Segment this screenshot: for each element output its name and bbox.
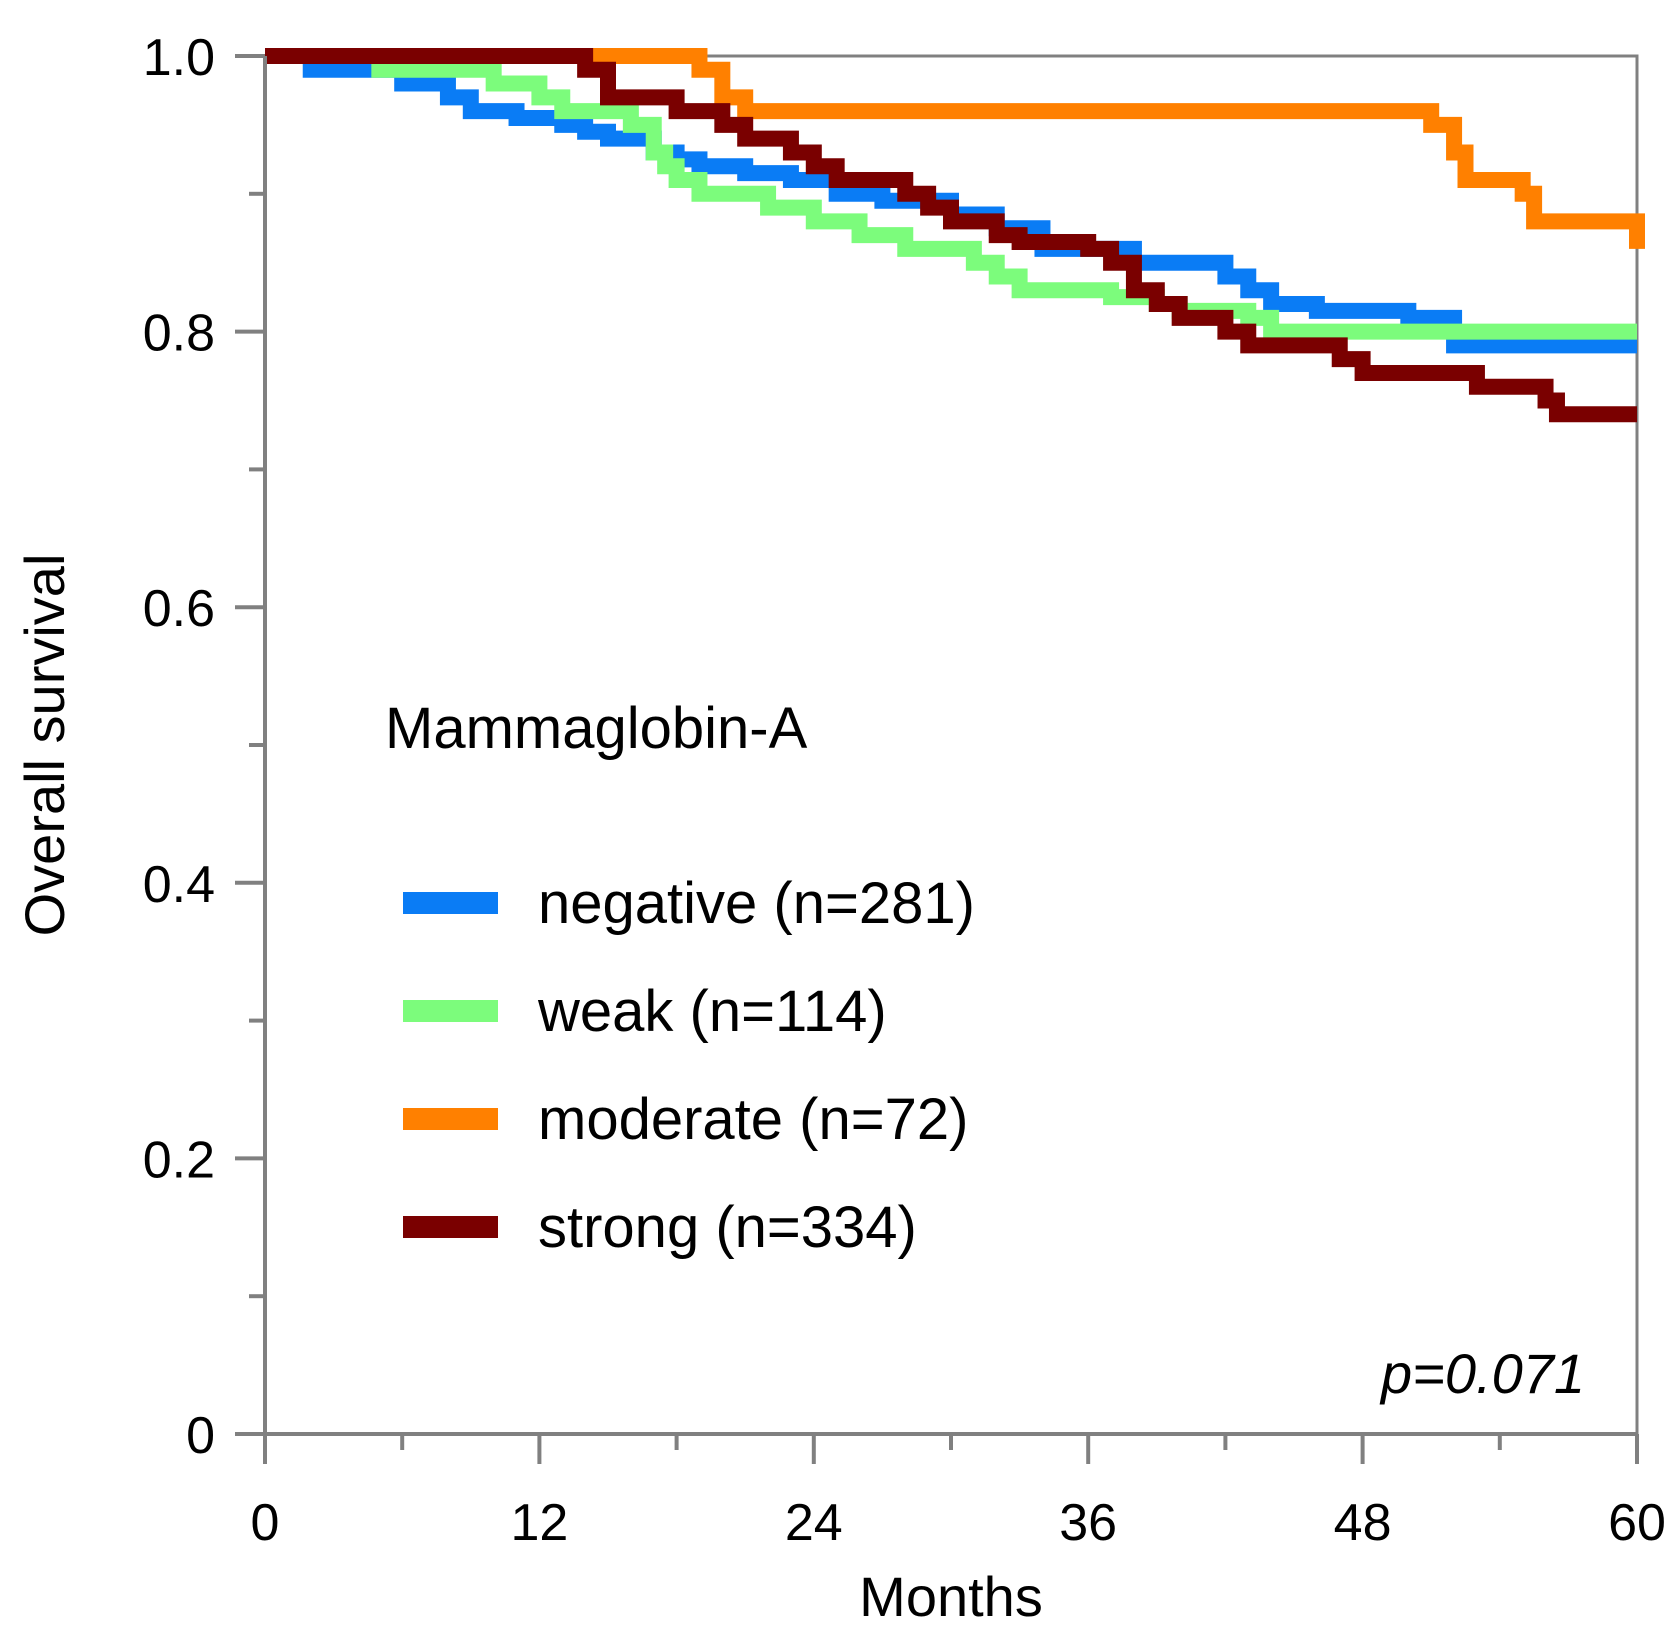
legend-label: negative (n=281)	[538, 871, 975, 936]
series-line-2	[265, 48, 1645, 249]
legend: negative (n=281) weak (n=114) moderate (n=…	[403, 871, 975, 1260]
x-tick-label: 0	[251, 1494, 280, 1552]
y-axis-title: Overall survival	[13, 554, 76, 937]
x-tick-label: 36	[1059, 1494, 1117, 1552]
y-tick-label: 0	[186, 1407, 215, 1465]
p-value-annotation: p=0.071	[1379, 1342, 1585, 1405]
legend-label: moderate (n=72)	[538, 1087, 968, 1152]
x-axis-title: Months	[859, 1565, 1043, 1628]
y-tick-label: 1.0	[143, 29, 215, 87]
legend-label: weak (n=114)	[537, 979, 887, 1044]
legend-label: strong (n=334)	[538, 1195, 917, 1260]
y-tick-label: 0.6	[143, 580, 215, 638]
series-layer	[265, 48, 1645, 423]
series-line-3	[265, 48, 1637, 423]
x-tick-label: 12	[510, 1494, 568, 1552]
y-tick-label: 0.2	[143, 1131, 215, 1189]
legend-title: Mammaglobin-A	[385, 696, 808, 761]
x-tick-label: 60	[1608, 1494, 1666, 1552]
x-tick-label: 24	[785, 1494, 843, 1552]
y-tick-label: 0.8	[143, 305, 215, 363]
y-tick-label: 0.4	[143, 856, 215, 914]
x-tick-label: 48	[1334, 1494, 1392, 1552]
series-line-0	[265, 48, 1637, 354]
